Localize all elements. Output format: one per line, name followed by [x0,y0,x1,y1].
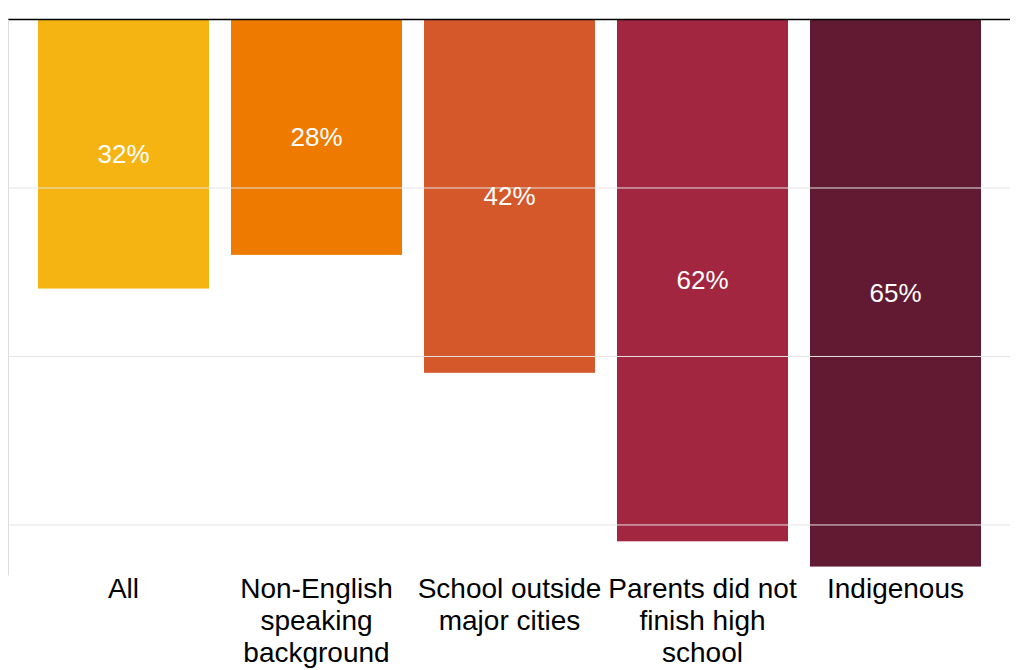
category-label: School outsidemajor cities [418,573,602,636]
chart: 32% 28% 42% 62% 65% All Non-Englishspeakingbac… [0,0,1024,670]
category-label: Non-Englishspeakingbackground [240,573,393,668]
category-label: All [108,573,139,604]
data-labels: 32% 28% 42% 62% 65% [97,122,921,308]
tick: All [108,573,139,604]
grid-line [8,356,1010,357]
category-label: Indigenous [827,573,964,604]
tick [8,19,1010,20]
bar [424,19,595,373]
tick: School outsidemajor cities [418,573,602,636]
tick: Indigenous [827,573,964,604]
bar [810,19,981,567]
data-label: 28% [290,122,342,152]
tick: Parents did notfinish highschool [608,573,797,668]
bar [38,19,209,289]
y-axis [8,20,1010,576]
bar [617,19,788,541]
grid-line [8,19,1010,21]
x-axis: All Non-Englishspeakingbackground School o… [108,573,964,668]
grid-line [8,524,1010,525]
bars [38,19,981,567]
axis-domain [8,20,9,576]
tick: Non-Englishspeakingbackground [240,573,393,668]
tick [8,524,1010,525]
data-label: 65% [869,278,921,308]
tick [8,356,1010,357]
data-label: 62% [676,265,728,295]
category-label: Parents did notfinish highschool [608,573,797,668]
bar [231,19,402,255]
data-label: 32% [97,139,149,169]
data-label: 42% [483,181,535,211]
